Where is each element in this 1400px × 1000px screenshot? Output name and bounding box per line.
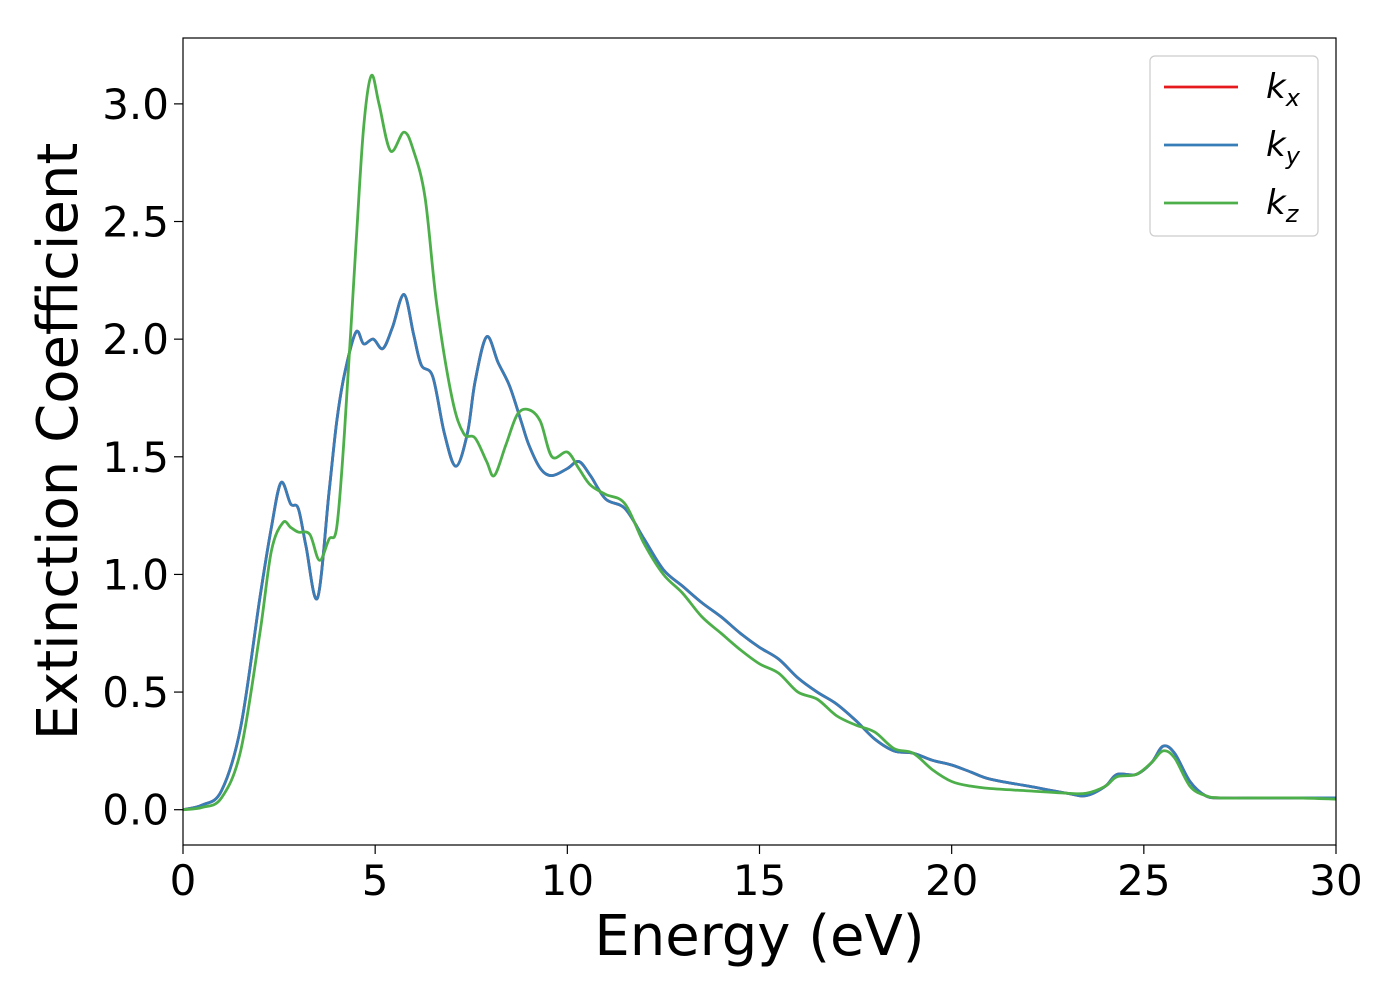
series-line-k-z — [183, 73, 1336, 812]
y-tick-label: 0.0 — [102, 786, 169, 835]
legend: kx ky kz — [1149, 55, 1319, 237]
x-tick-label: 10 — [541, 856, 594, 905]
x-tick-label: 5 — [362, 856, 389, 905]
legend-label-x: kx — [1266, 67, 1301, 112]
x-tick-label: 20 — [925, 856, 978, 905]
y-tick-label: 0.5 — [102, 668, 169, 717]
y-tick-label: 1.0 — [102, 550, 169, 599]
series-line-k-y — [183, 293, 1336, 812]
x-tick-label: 25 — [1117, 856, 1170, 905]
y-tick-label: 2.5 — [102, 198, 169, 247]
y-tick-label: 3.0 — [102, 80, 169, 129]
y-tick-label: 1.5 — [102, 433, 169, 482]
y-axis-title: Extinction Coefficient — [26, 143, 91, 741]
legend-label-z: kz — [1266, 183, 1300, 228]
x-axis-title: Energy (eV) — [594, 904, 924, 969]
y-axis-ticks: 0.0 0.5 1.0 1.5 2.0 2.5 3.0 — [102, 80, 183, 835]
x-tick-label: 30 — [1309, 856, 1362, 905]
x-axis-ticks: 0 5 10 15 20 25 30 — [170, 845, 1363, 905]
series-line-k-x — [183, 293, 1336, 812]
series-layer — [183, 73, 1336, 812]
y-tick-label: 2.0 — [102, 315, 169, 364]
x-tick-label: 15 — [733, 856, 786, 905]
legend-label-y: ky — [1266, 125, 1301, 170]
x-tick-label: 0 — [170, 856, 197, 905]
